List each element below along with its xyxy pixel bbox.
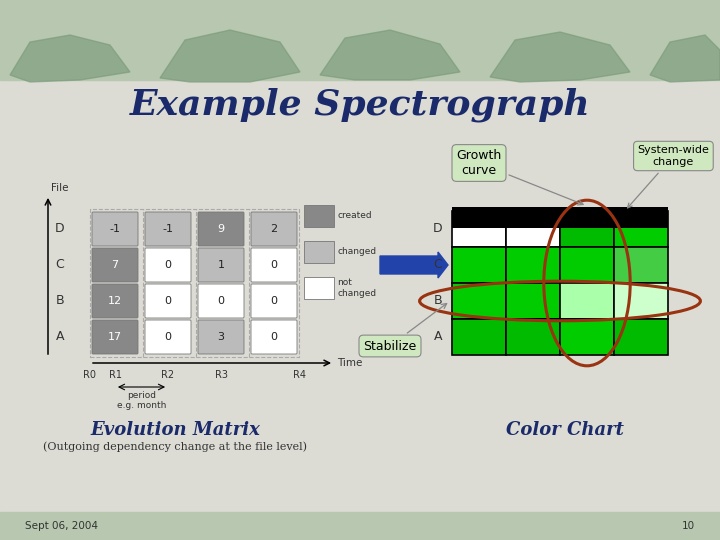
FancyBboxPatch shape [198, 284, 244, 318]
Text: 0: 0 [217, 296, 225, 306]
Bar [452, 211, 506, 247]
Bar [560, 247, 614, 283]
FancyBboxPatch shape [145, 320, 191, 354]
Text: C: C [55, 259, 64, 272]
Text: D: D [433, 222, 443, 235]
Text: D: D [55, 222, 65, 235]
Text: R1: R1 [109, 370, 122, 380]
Text: 0: 0 [271, 296, 277, 306]
Bar [506, 247, 560, 283]
Text: 0: 0 [271, 260, 277, 270]
Text: A: A [55, 330, 64, 343]
FancyBboxPatch shape [251, 248, 297, 282]
Text: Sept 06, 2004: Sept 06, 2004 [25, 521, 98, 531]
Text: 0: 0 [164, 332, 171, 342]
Text: -1: -1 [109, 224, 120, 234]
Text: R4: R4 [292, 370, 305, 380]
Text: 3: 3 [217, 332, 225, 342]
Text: 0: 0 [164, 296, 171, 306]
Text: File: File [51, 183, 68, 193]
Text: R0: R0 [84, 370, 96, 380]
Text: 9: 9 [217, 224, 225, 234]
Bar [506, 319, 560, 355]
FancyBboxPatch shape [251, 320, 297, 354]
Bar [560, 283, 614, 319]
FancyBboxPatch shape [251, 284, 297, 318]
Text: 7: 7 [112, 260, 119, 270]
FancyBboxPatch shape [92, 284, 138, 318]
Text: C: C [433, 259, 442, 272]
FancyBboxPatch shape [198, 212, 244, 246]
Bar [560, 211, 614, 247]
Bar [614, 211, 668, 247]
FancyBboxPatch shape [145, 284, 191, 318]
Text: 12: 12 [108, 296, 122, 306]
Bar [452, 319, 506, 355]
Bar [506, 211, 560, 247]
FancyBboxPatch shape [198, 248, 244, 282]
Text: R2: R2 [161, 370, 174, 380]
Text: -1: -1 [163, 224, 174, 234]
Text: B: B [55, 294, 64, 307]
FancyBboxPatch shape [304, 241, 334, 263]
Bar [452, 247, 506, 283]
Bar [0, 512, 720, 540]
FancyBboxPatch shape [251, 212, 297, 246]
FancyBboxPatch shape [92, 320, 138, 354]
Polygon shape [320, 30, 460, 80]
Text: 0: 0 [164, 260, 171, 270]
Bar [614, 283, 668, 319]
FancyBboxPatch shape [92, 248, 138, 282]
Text: 17: 17 [108, 332, 122, 342]
Bar [452, 283, 506, 319]
Text: 2: 2 [271, 224, 278, 234]
Text: 10: 10 [682, 521, 695, 531]
Text: 0: 0 [271, 332, 277, 342]
Text: changed: changed [337, 247, 376, 256]
Text: not
changed: not changed [337, 278, 376, 298]
Text: System-wide
change: System-wide change [628, 145, 709, 208]
Text: Time: Time [337, 358, 362, 368]
FancyBboxPatch shape [92, 212, 138, 246]
Polygon shape [650, 35, 720, 82]
Bar [614, 319, 668, 355]
FancyBboxPatch shape [304, 205, 334, 227]
Bar [0, 0, 720, 80]
Text: created: created [337, 212, 372, 220]
Text: R3: R3 [215, 370, 228, 380]
Text: Growth
curve: Growth curve [456, 149, 583, 205]
Text: (Outgoing dependency change at the file level): (Outgoing dependency change at the file … [43, 442, 307, 453]
Bar [506, 283, 560, 319]
Bar [560, 319, 614, 355]
Text: Stabilize: Stabilize [364, 303, 446, 353]
FancyBboxPatch shape [145, 248, 191, 282]
Polygon shape [10, 35, 130, 82]
Text: 1: 1 [217, 260, 225, 270]
Bar [614, 247, 668, 283]
Text: B: B [433, 294, 442, 307]
Polygon shape [490, 32, 630, 82]
FancyBboxPatch shape [198, 320, 244, 354]
Polygon shape [160, 30, 300, 82]
Text: Example Spectrograph: Example Spectrograph [130, 87, 590, 122]
Bar [452, 207, 668, 228]
FancyArrow shape [380, 252, 448, 278]
Text: A: A [433, 330, 442, 343]
Text: period
e.g. month: period e.g. month [117, 391, 166, 410]
FancyBboxPatch shape [304, 277, 334, 299]
FancyBboxPatch shape [145, 212, 191, 246]
Text: Color Chart: Color Chart [506, 421, 624, 439]
Text: Evolution Matrix: Evolution Matrix [90, 421, 260, 439]
